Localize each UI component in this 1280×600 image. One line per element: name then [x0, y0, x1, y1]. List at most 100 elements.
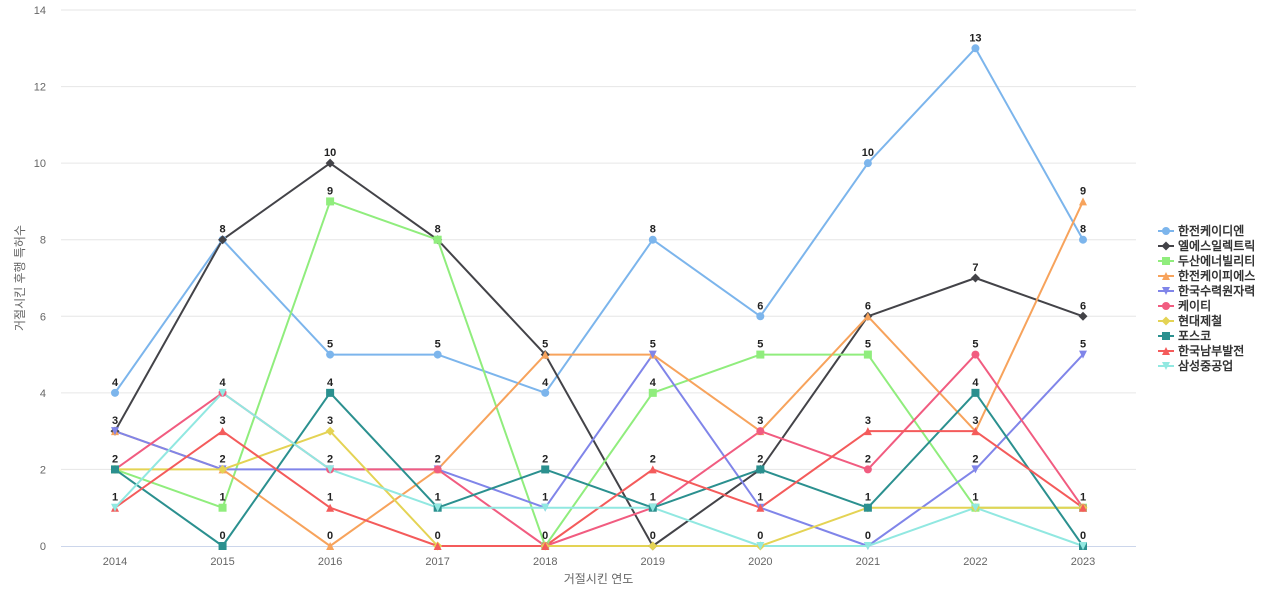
legend-item[interactable]: 한국수력원자력 — [1158, 283, 1255, 298]
series-lines — [114, 47, 1084, 547]
data-point — [971, 427, 980, 436]
legend-label: 포스코 — [1178, 329, 1211, 343]
data-point — [863, 350, 872, 359]
data-point — [863, 465, 872, 474]
legend-item[interactable]: 한국남부발전 — [1158, 343, 1244, 358]
data-point — [971, 503, 980, 512]
legend-item[interactable]: 삼성중공업 — [1158, 358, 1233, 373]
data-point — [756, 350, 765, 359]
data-label: 1 — [972, 492, 978, 504]
legend-item[interactable]: 두산에너빌리티 — [1158, 253, 1255, 268]
x-tick-label: 2023 — [1071, 556, 1095, 568]
y-tick-label: 0 — [40, 541, 46, 553]
y-axis-title: 거절시킨 후행 특허수 — [12, 225, 27, 331]
data-label: 2 — [327, 453, 333, 465]
data-label: 3 — [757, 415, 763, 427]
data-label: 1 — [542, 492, 548, 504]
data-point — [433, 542, 442, 550]
y-tick-label: 8 — [40, 235, 46, 247]
data-point — [218, 235, 228, 245]
data-point — [756, 465, 765, 474]
data-point — [326, 503, 335, 512]
legend-marker — [1162, 272, 1170, 280]
data-label: 9 — [1080, 185, 1086, 197]
data-point — [1079, 503, 1087, 512]
data-point — [648, 541, 658, 551]
y-axis-ticks: 0 2 4 6 8 10 12 14 — [34, 5, 46, 553]
legend-item[interactable]: 포스코 — [1158, 329, 1211, 343]
legend: 한전케이디엔엘에스일렉트릭두산에너빌리티한전케이피에스한국수력원자력케이티현대제… — [1158, 223, 1255, 373]
data-label: 8 — [650, 224, 656, 236]
data-label: 13 — [969, 32, 981, 44]
legend-marker — [1162, 347, 1170, 355]
legend-marker — [1162, 257, 1170, 265]
data-label: 3 — [112, 415, 118, 427]
y-tick-label: 10 — [34, 158, 46, 170]
legend-label: 두산에너빌리티 — [1178, 253, 1255, 268]
data-label: 2 — [757, 453, 763, 465]
data-label: 4 — [219, 377, 226, 389]
data-label: 5 — [1080, 339, 1086, 351]
x-axis-ticks: 2014 2015 2016 2017 2018 2019 2020 2021 2022 2023 — [103, 556, 1095, 568]
legend-item[interactable]: 엘에스일렉트릭 — [1158, 238, 1255, 253]
data-point — [971, 465, 980, 474]
legend-marker — [1162, 362, 1170, 370]
data-point — [971, 350, 980, 359]
data-point — [326, 197, 335, 206]
legend-label: 한전케이피에스 — [1178, 268, 1255, 283]
data-label: 1 — [757, 492, 763, 504]
data-point — [111, 503, 119, 512]
data-label: 4 — [972, 377, 979, 389]
data-point — [433, 503, 442, 512]
data-point — [325, 426, 335, 436]
data-label: 2 — [865, 453, 871, 465]
data-point — [971, 44, 980, 53]
data-point — [756, 503, 765, 512]
x-tick-label: 2022 — [963, 556, 987, 568]
data-point — [970, 273, 980, 283]
data-label: 1 — [650, 492, 656, 504]
legend-marker — [1162, 227, 1170, 235]
data-point — [541, 503, 550, 512]
data-label: 2 — [542, 453, 548, 465]
data-label: 4 — [542, 377, 549, 389]
legend-label: 삼성중공업 — [1178, 358, 1233, 373]
data-label: 4 — [112, 377, 119, 389]
data-point — [863, 542, 872, 550]
data-label: 5 — [650, 339, 656, 351]
legend-label: 한국수력원자력 — [1178, 283, 1255, 298]
legend-label: 한국남부발전 — [1178, 343, 1244, 358]
data-point — [218, 542, 227, 550]
legend-marker — [1161, 316, 1171, 326]
legend-item[interactable]: 현대제철 — [1158, 313, 1222, 328]
data-point — [218, 503, 227, 512]
x-tick-label: 2014 — [103, 556, 127, 568]
legend-item[interactable]: 케이티 — [1158, 298, 1211, 313]
data-point — [863, 503, 872, 512]
data-point — [648, 503, 657, 512]
x-axis-title: 거절시킨 연도 — [564, 572, 634, 586]
data-point — [756, 427, 765, 436]
data-point — [111, 427, 119, 436]
data-label: 5 — [435, 339, 441, 351]
data-point — [756, 312, 765, 321]
series-markers — [110, 44, 1088, 551]
data-label: 7 — [972, 262, 978, 274]
data-point — [756, 542, 765, 550]
data-label: 3 — [327, 415, 333, 427]
data-label: 0 — [865, 530, 871, 542]
data-label: 2 — [435, 453, 441, 465]
legend-marker — [1161, 241, 1171, 251]
data-label: 6 — [1080, 300, 1086, 312]
x-tick-label: 2018 — [533, 556, 557, 568]
data-label: 6 — [865, 300, 871, 312]
data-point — [648, 350, 657, 359]
data-point — [1079, 542, 1087, 550]
legend-item[interactable]: 한전케이피에스 — [1158, 268, 1255, 283]
legend-item[interactable]: 한전케이디엔 — [1158, 223, 1244, 238]
data-point — [218, 427, 227, 436]
data-label: 4 — [650, 377, 657, 389]
legend-label: 케이티 — [1178, 298, 1211, 313]
data-point — [433, 235, 442, 244]
data-point — [541, 465, 550, 474]
